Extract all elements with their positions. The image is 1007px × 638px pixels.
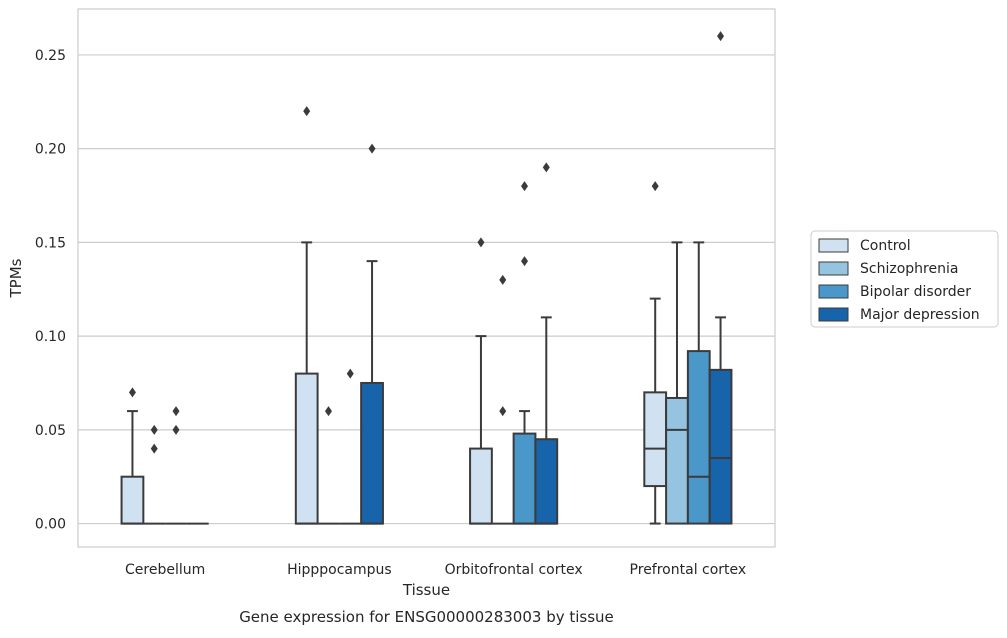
outlier-point xyxy=(499,406,507,417)
box-1-2 xyxy=(339,368,362,525)
outlier-point xyxy=(499,274,507,285)
legend-label: Major depression xyxy=(860,307,980,323)
legend-label: Control xyxy=(860,238,911,254)
y-axis-label: TPMs xyxy=(7,258,25,298)
x-tick-label: Orbitofrontal cortex xyxy=(445,562,583,578)
legend-swatch xyxy=(818,261,849,276)
y-tick-label: 0.05 xyxy=(35,423,66,439)
box-1-3 xyxy=(360,143,384,525)
y-tick-label: 0.25 xyxy=(35,48,66,64)
x-tick-label: Hipppocampus xyxy=(287,562,392,578)
box-2-3 xyxy=(534,162,559,525)
box-1-0 xyxy=(294,106,319,525)
box-iqr xyxy=(686,350,711,525)
outlier-point xyxy=(521,181,529,192)
box-3-3 xyxy=(708,31,733,525)
y-tick-label: 0.00 xyxy=(35,517,66,533)
box-iqr xyxy=(534,438,559,525)
legend: Control Schizophrenia Bipolar disorder Majo… xyxy=(810,230,999,328)
outlier-point xyxy=(172,406,180,417)
outlier-point xyxy=(346,368,354,379)
outlier-point xyxy=(477,237,485,248)
outlier-point xyxy=(303,106,311,117)
y-tick-label: 0.15 xyxy=(35,235,66,251)
box-0-2 xyxy=(165,406,187,525)
outlier-point xyxy=(128,387,136,398)
box-0-1 xyxy=(143,424,166,525)
legend-box xyxy=(810,230,999,328)
box-1-1 xyxy=(317,406,340,525)
outlier-point xyxy=(368,143,376,154)
outlier-point xyxy=(717,31,725,42)
box-iqr xyxy=(665,396,689,525)
legend-swatch xyxy=(818,238,849,253)
box-iqr xyxy=(512,432,537,525)
box-iqr xyxy=(469,447,493,525)
legend-label: Bipolar disorder xyxy=(860,284,971,300)
box-0-0 xyxy=(120,387,145,525)
plot-frame xyxy=(77,8,776,548)
box-iqr xyxy=(120,475,145,525)
x-tick-label: Cerebellum xyxy=(125,562,205,578)
outlier-point xyxy=(172,424,180,435)
x-tick-labels: Cerebellum Hipppocampus Orbitofrontal cort… xyxy=(125,562,746,578)
legend-label: Schizophrenia xyxy=(860,261,958,277)
y-tick-label: 0.10 xyxy=(35,329,66,345)
y-tick-labels: 0.00 0.05 0.10 0.15 0.20 0.25 xyxy=(35,48,66,533)
legend-swatch xyxy=(818,307,849,322)
outlier-point xyxy=(651,181,659,192)
x-tick-label: Prefrontal cortex xyxy=(630,562,747,578)
y-tick-label: 0.20 xyxy=(35,142,66,158)
box-iqr xyxy=(360,381,384,525)
box-3-0 xyxy=(643,181,668,525)
box-2-1 xyxy=(491,274,514,525)
box-iqr xyxy=(294,372,319,525)
box-iqr xyxy=(643,391,668,488)
x-axis-label: Tissue xyxy=(402,581,450,599)
legend-swatch xyxy=(818,284,849,299)
outlier-point xyxy=(324,406,332,417)
outlier-point xyxy=(150,424,158,435)
box-2-0 xyxy=(469,237,493,525)
box-iqr xyxy=(708,368,733,525)
chart-caption: Gene expression for ENSG00000283003 by t… xyxy=(239,608,614,626)
outlier-point xyxy=(150,443,158,454)
outlier-point xyxy=(542,162,550,173)
outlier-point xyxy=(521,256,529,267)
box-plots xyxy=(120,31,733,525)
box-3-1 xyxy=(665,241,689,525)
